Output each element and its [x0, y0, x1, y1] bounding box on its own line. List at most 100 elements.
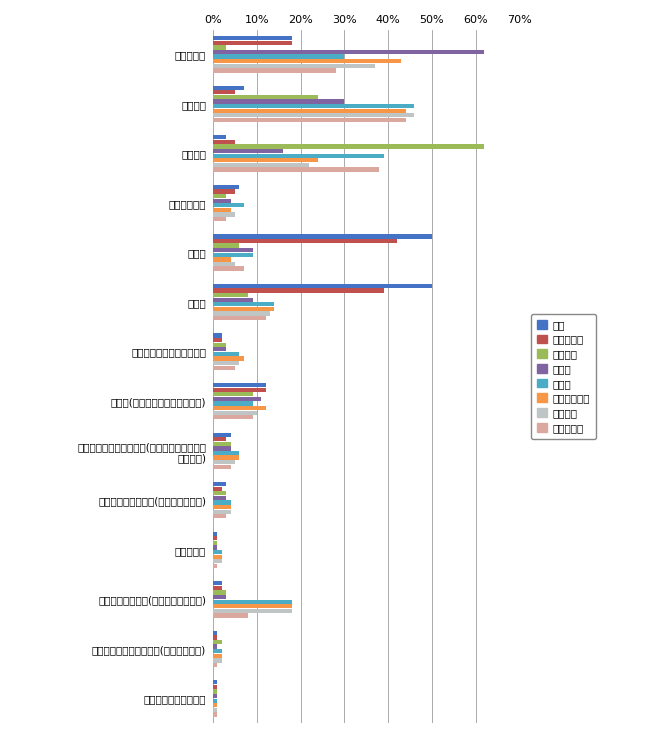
Bar [213, 703, 218, 708]
Bar [213, 203, 244, 207]
Bar [213, 334, 222, 337]
Bar [213, 550, 222, 554]
Bar [213, 586, 222, 590]
Bar [213, 635, 218, 640]
Bar [213, 482, 226, 486]
Bar [213, 465, 230, 469]
Bar [213, 69, 336, 72]
Bar [213, 207, 230, 212]
Bar [213, 554, 222, 559]
Bar [213, 631, 218, 635]
Bar [213, 492, 226, 495]
Bar [213, 213, 235, 216]
Bar [213, 685, 218, 689]
Bar [213, 342, 226, 347]
Bar [213, 266, 244, 271]
Bar [213, 410, 257, 415]
Bar [213, 41, 292, 45]
Bar [213, 437, 226, 441]
Bar [213, 644, 218, 649]
Bar [213, 135, 226, 139]
Bar [213, 699, 218, 703]
Bar [213, 392, 252, 396]
Bar [213, 252, 252, 257]
Bar [213, 199, 230, 203]
Bar [213, 496, 226, 500]
Bar [213, 356, 244, 361]
Bar [213, 239, 397, 243]
Bar [213, 455, 239, 460]
Bar [213, 609, 292, 613]
Bar [213, 640, 222, 644]
Bar [213, 108, 406, 113]
Bar [213, 460, 235, 464]
Bar [213, 45, 226, 49]
Bar [213, 531, 218, 536]
Bar [213, 194, 226, 199]
Bar [213, 338, 222, 342]
Bar [213, 545, 218, 550]
Bar [213, 50, 484, 54]
Bar [213, 149, 283, 154]
Bar [213, 90, 235, 94]
Bar [213, 55, 344, 59]
Bar [213, 118, 406, 122]
Bar [213, 113, 414, 117]
Bar [213, 289, 384, 293]
Bar [213, 86, 244, 90]
Legend: 食品, 飲料・酒類, アパレル, 日用品, 自動車, デジタル家電, 白物家電, 家具・寝具: 食品, 飲料・酒類, アパレル, 日用品, 自動車, デジタル家電, 白物家電,… [531, 314, 597, 439]
Bar [213, 397, 261, 401]
Bar [213, 217, 226, 221]
Bar [213, 59, 402, 63]
Bar [213, 244, 239, 248]
Bar [213, 104, 414, 108]
Bar [213, 613, 248, 618]
Bar [213, 158, 318, 162]
Bar [213, 649, 222, 653]
Bar [213, 234, 432, 238]
Bar [213, 262, 235, 266]
Bar [213, 599, 292, 604]
Bar [213, 190, 235, 193]
Bar [213, 486, 222, 491]
Bar [213, 36, 292, 41]
Bar [213, 559, 222, 563]
Bar [213, 303, 274, 306]
Bar [213, 694, 218, 698]
Bar [213, 446, 230, 450]
Bar [213, 352, 239, 356]
Bar [213, 510, 230, 514]
Bar [213, 63, 375, 68]
Bar [213, 708, 218, 712]
Bar [213, 451, 239, 455]
Bar [213, 361, 239, 365]
Bar [213, 316, 266, 320]
Bar [213, 184, 239, 189]
Bar [213, 401, 252, 406]
Bar [213, 505, 230, 509]
Bar [213, 154, 384, 158]
Bar [213, 712, 218, 717]
Bar [213, 658, 222, 663]
Bar [213, 258, 230, 261]
Bar [213, 293, 248, 297]
Bar [213, 311, 270, 316]
Bar [213, 139, 235, 144]
Bar [213, 406, 266, 410]
Bar [213, 500, 230, 505]
Bar [213, 365, 235, 370]
Bar [213, 95, 318, 99]
Bar [213, 163, 310, 167]
Bar [213, 100, 344, 103]
Bar [213, 442, 230, 446]
Bar [213, 590, 226, 595]
Bar [213, 680, 218, 684]
Bar [213, 604, 292, 608]
Bar [213, 564, 218, 568]
Bar [213, 168, 380, 172]
Bar [213, 581, 222, 585]
Bar [213, 654, 222, 658]
Bar [213, 297, 252, 302]
Bar [213, 248, 252, 252]
Bar [213, 689, 218, 694]
